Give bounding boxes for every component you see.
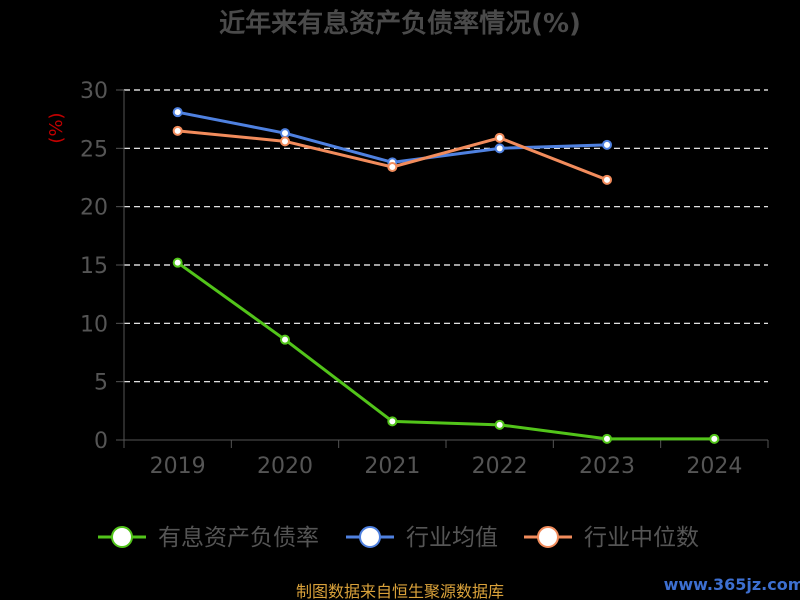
y-tick-label: 20	[80, 196, 108, 221]
y-tick-label: 0	[94, 429, 108, 454]
x-tick-label: 2024	[686, 454, 742, 479]
y-axis-ticks: 30 25 20 15 10 5 0	[80, 79, 125, 454]
chart-title: 近年来有息资产负债率情况(%)	[219, 8, 581, 39]
x-tick-label: 2020	[257, 454, 313, 479]
data-point	[494, 132, 505, 143]
data-point	[494, 419, 505, 430]
data-point	[494, 143, 505, 154]
data-point	[387, 162, 398, 172]
y-tick-label: 10	[80, 312, 108, 337]
data-point	[602, 174, 612, 185]
series-line	[177, 129, 608, 182]
data-point	[172, 125, 183, 136]
x-tick-label: 2021	[364, 454, 420, 479]
data-point	[387, 416, 398, 427]
x-axis: 2019 2020 2021 2022 2023 2024	[123, 439, 769, 479]
data-point	[709, 433, 720, 444]
legend-swatch-marker	[537, 526, 559, 548]
data-point	[172, 257, 183, 268]
legend-item: 行业均值	[346, 525, 498, 551]
data-point	[602, 139, 612, 150]
data-point	[280, 334, 290, 345]
data-point	[602, 433, 612, 444]
legend-label: 行业中位数	[584, 525, 699, 551]
watermark: www.365jz.com	[664, 575, 800, 594]
y-axis-unit: (%)	[46, 112, 67, 143]
x-tick-label: 2019	[150, 454, 206, 479]
data-point	[172, 107, 183, 118]
legend: 有息资产负债率 行业均值 行业中位数	[98, 525, 699, 551]
x-tick-label: 2023	[579, 454, 635, 479]
series-lines	[172, 107, 720, 444]
y-tick-label: 25	[80, 137, 108, 162]
y-tick-label: 15	[80, 254, 108, 279]
x-tick-label: 2022	[472, 454, 528, 479]
y-tick-label: 5	[94, 371, 108, 396]
gridlines	[124, 89, 768, 383]
legend-swatch-marker	[111, 526, 133, 548]
y-tick-label: 30	[80, 79, 108, 104]
legend-item: 有息资产负债率	[98, 525, 319, 551]
source-note: 制图数据来自恒生聚源数据库	[296, 582, 504, 600]
legend-label: 行业均值	[406, 525, 498, 551]
legend-item: 行业中位数	[524, 525, 699, 551]
legend-swatch-marker	[359, 526, 381, 548]
data-point	[280, 136, 290, 147]
data-point	[280, 128, 290, 139]
series-line	[176, 261, 715, 441]
legend-label: 有息资产负债率	[158, 525, 319, 551]
